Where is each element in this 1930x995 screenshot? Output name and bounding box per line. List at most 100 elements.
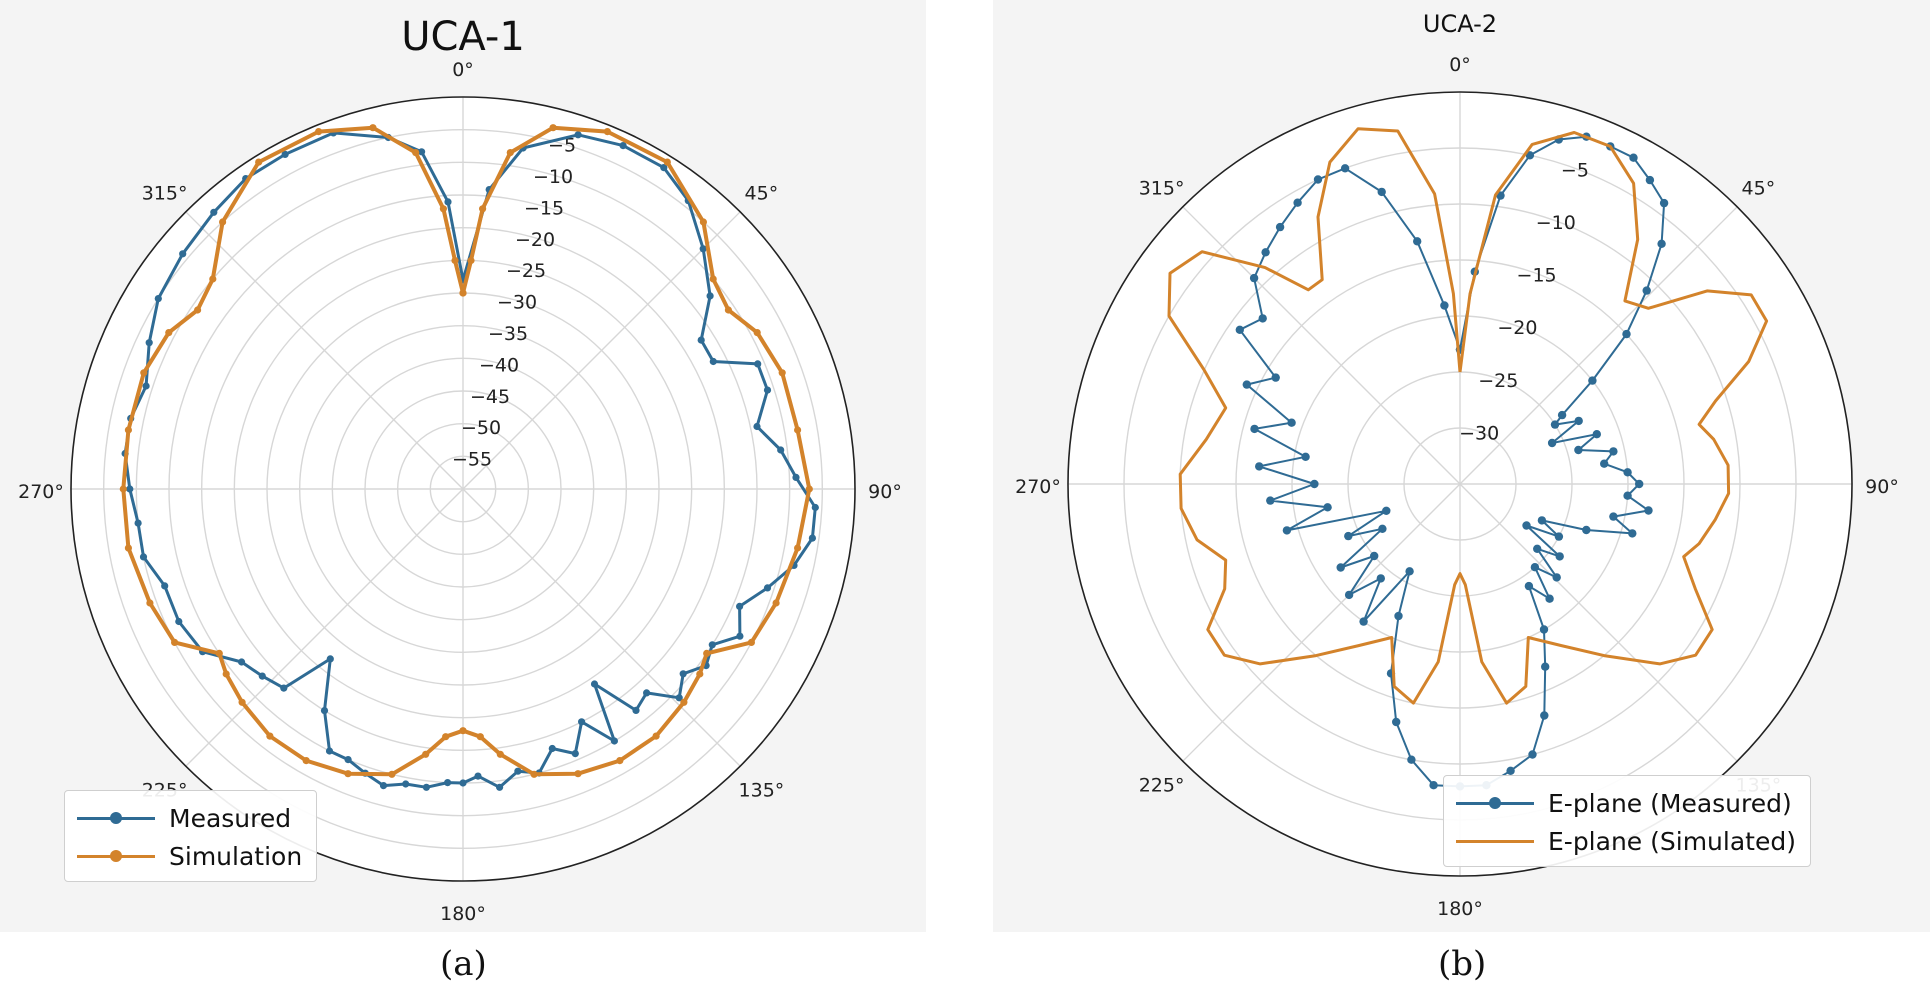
data-point [574,770,582,778]
grid-spoke [185,488,464,767]
data-point [1629,153,1638,162]
data-point [444,198,452,206]
data-point [1382,506,1391,515]
radial-tick-label: −15 [1517,265,1557,287]
legend-swatch-measured [77,805,155,831]
data-point [1255,462,1264,471]
data-point [194,306,202,314]
radial-tick-label: −30 [1459,422,1499,444]
data-point [1524,581,1534,591]
legend-swatch-eplane-simulated [1456,828,1534,854]
data-point [1644,506,1653,515]
data-point [1533,544,1542,553]
data-point [1588,376,1597,385]
data-point [1340,164,1350,173]
legend-entry-simulation: Simulation [77,837,302,875]
data-point [1242,380,1251,389]
data-point [302,757,310,765]
data-point [418,148,426,156]
angle-tick-label: 45° [1742,178,1776,200]
legend-swatch-simulation [77,843,155,869]
data-point [161,582,169,590]
data-point [134,519,142,527]
data-point [238,658,246,666]
data-point [1261,248,1270,257]
data-point [402,780,410,788]
data-point [459,779,467,787]
data-point [145,339,153,347]
polar-chart-uca2: −5−10−15−20−25−300°45°90°135°180°225°270… [1015,10,1899,920]
legend-entry-eplane-measured: E-plane (Measured) [1456,784,1796,822]
data-point [763,386,772,394]
data-point [699,218,708,226]
angle-tick-label: 225° [1139,774,1185,796]
data-point [574,131,582,139]
angle-tick-label: 180° [1437,898,1483,920]
data-point [1407,755,1416,764]
data-point [209,275,217,283]
data-point [709,357,717,366]
data-point [1250,424,1259,434]
radial-tick-label: −15 [524,197,564,219]
polar-chart-uca1: −5−10−15−20−25−30−35−40−45−50−550°45°90°… [18,14,902,925]
data-point [238,698,246,706]
data-point [1376,574,1385,583]
data-point [325,747,334,755]
data-point [479,205,487,213]
data-point [1545,594,1554,603]
data-point [1235,325,1244,334]
data-point [280,684,288,692]
data-point [703,649,711,658]
data-point [772,599,780,607]
data-point [210,208,218,216]
radial-tick-label: −10 [533,166,573,188]
data-point [219,218,227,226]
data-point [215,649,223,658]
legend-swatch-eplane-measured [1456,790,1534,816]
angle-tick-label: 315° [1139,178,1185,200]
data-point [1609,512,1618,521]
data-point [616,757,624,765]
data-point [663,158,671,166]
data-point [124,544,132,552]
angle-tick-label: 135° [739,779,785,801]
data-point [590,680,599,688]
data-point [369,124,377,132]
data-point [603,128,612,136]
data-point [1540,711,1549,720]
data-point [736,602,744,611]
data-point [412,149,420,157]
data-point [1645,175,1655,185]
data-point [610,737,619,745]
data-point [736,632,744,640]
data-point [140,369,148,377]
data-point [1557,410,1567,420]
data-point [439,205,447,213]
data-point [344,770,352,778]
data-point [679,670,687,678]
data-point [632,706,640,715]
data-point [578,718,586,726]
data-point [1336,563,1345,572]
data-point [753,422,761,431]
data-point [476,733,484,741]
radial-tick-label: −50 [461,417,501,439]
chart-title: UCA-2 [1423,10,1497,38]
radial-tick-label: −20 [515,229,555,251]
radial-tick-label: −35 [488,323,528,345]
data-point [808,534,817,542]
data-point [1392,717,1401,727]
data-point [139,553,148,561]
data-point [459,727,467,735]
data-point [794,426,802,434]
data-point [680,698,688,706]
data-point [506,149,514,157]
data-point [344,756,352,764]
data-point [459,289,467,297]
data-point [643,689,651,697]
data-point [422,783,430,791]
data-point [154,295,162,303]
grid-spoke [1459,206,1738,485]
angle-tick-label: 0° [1449,54,1471,76]
data-point [124,426,132,434]
